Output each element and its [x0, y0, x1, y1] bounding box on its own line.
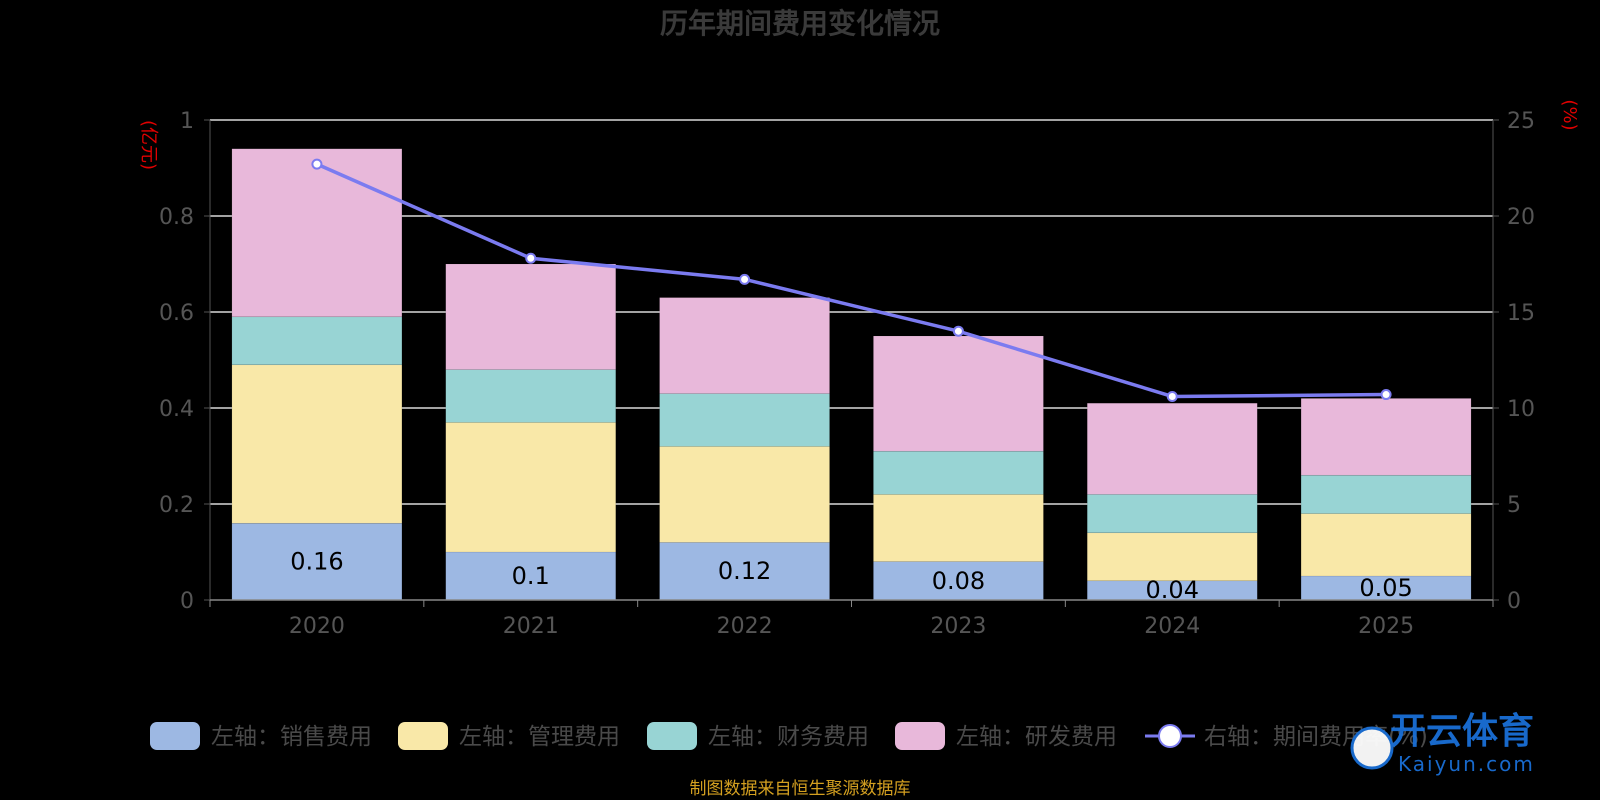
bar-segment-3 [1300, 474, 1472, 514]
rate-point [311, 158, 323, 170]
legend-line-marker [1158, 724, 1182, 748]
legend-label: 左轴：销售费用 [211, 724, 372, 750]
grid [210, 119, 1493, 505]
bar-segment-2 [1300, 513, 1472, 577]
bar-segment-3 [231, 316, 403, 366]
right-tick-label: 5 [1507, 493, 1521, 518]
bar-segment-4 [445, 263, 616, 370]
legend-label: 左轴：财务费用 [708, 724, 869, 750]
right-tick-label: 20 [1507, 205, 1535, 230]
source-text: 制图数据来自恒生聚源数据库 [690, 779, 911, 799]
bar-segment-3 [1087, 494, 1258, 534]
x-tick-label: 2021 [503, 614, 559, 639]
right-tick-label: 10 [1507, 397, 1535, 422]
legend-label: 左轴：研发费用 [956, 724, 1117, 750]
bar-segment-3 [445, 369, 616, 423]
left-tick-label: 0.6 [159, 301, 194, 326]
x-tick-label: 2023 [930, 614, 986, 639]
x-tick-label: 2025 [1358, 614, 1414, 639]
chart-title: 历年期间费用变化情况 [660, 7, 940, 40]
bar-value-label: 0.05 [1359, 574, 1412, 602]
bar-segment-2 [873, 494, 1044, 562]
bar-segment-4 [873, 335, 1044, 452]
bar-segment-4 [659, 297, 830, 394]
left-axis-unit: (亿元) [138, 120, 159, 170]
bar-segment-4 [1300, 398, 1472, 476]
watermark-logo: 开云体育 Kaiyun.com [1350, 711, 1535, 776]
left-tick-label: 0.2 [159, 493, 194, 518]
bar-value-label: 0.08 [932, 567, 985, 595]
football-icon [1350, 726, 1394, 770]
rate-point [952, 325, 964, 337]
rate-point [525, 252, 537, 264]
x-tick-label: 2024 [1144, 614, 1200, 639]
rate-point [739, 273, 751, 285]
left-tick-label: 0.8 [159, 205, 194, 230]
left-tick-label: 1 [180, 109, 194, 134]
rate-line [316, 162, 1387, 399]
bar-segment-1 [445, 551, 616, 601]
right-tick-label: 25 [1507, 109, 1535, 134]
right-axis-unit: (%) [1559, 99, 1580, 130]
legend-swatch [895, 722, 945, 750]
line-series [311, 158, 1392, 402]
left-tick-label: 0 [180, 589, 194, 614]
x-tick-label: 2022 [717, 614, 773, 639]
bar-segment-4 [231, 148, 403, 318]
left-tick-label: 0.4 [159, 397, 194, 422]
bar-segment-4 [1087, 402, 1258, 495]
watermark-sub: Kaiyun.com [1398, 752, 1535, 776]
bar-segment-2 [231, 364, 403, 524]
bar-segment-2 [445, 422, 616, 553]
bar-value-label: 0.1 [512, 562, 550, 590]
right-tick-label: 15 [1507, 301, 1535, 326]
legend: 左轴：销售费用 左轴：管理费用 左轴：财务费用 左轴：研发费用 右轴：期间费用率(%) [150, 722, 1428, 750]
rate-point [1380, 389, 1392, 401]
legend-swatch [647, 722, 697, 750]
legend-label: 左轴：管理费用 [459, 724, 620, 750]
right-tick-label: 0 [1507, 589, 1521, 614]
legend-swatch [150, 722, 200, 750]
bar-segment-2 [1087, 532, 1258, 582]
bar-value-label: 0.12 [718, 557, 771, 585]
bar-segment-1 [231, 522, 403, 601]
bars: 0.160.1 0.12 0.08 0.04 0.05 [231, 148, 1472, 604]
bar-segment-2 [659, 446, 830, 543]
bar-segment-3 [873, 450, 1044, 495]
bar-segment-1 [659, 542, 830, 601]
bar-segment-3 [659, 393, 830, 447]
bar-value-label: 0.16 [290, 548, 343, 576]
x-tick-label: 2020 [289, 614, 345, 639]
legend-swatch [398, 722, 448, 750]
bar-segment-1 [1300, 575, 1472, 601]
watermark-text: 开云体育 [1390, 711, 1534, 752]
rate-point [1166, 390, 1178, 402]
